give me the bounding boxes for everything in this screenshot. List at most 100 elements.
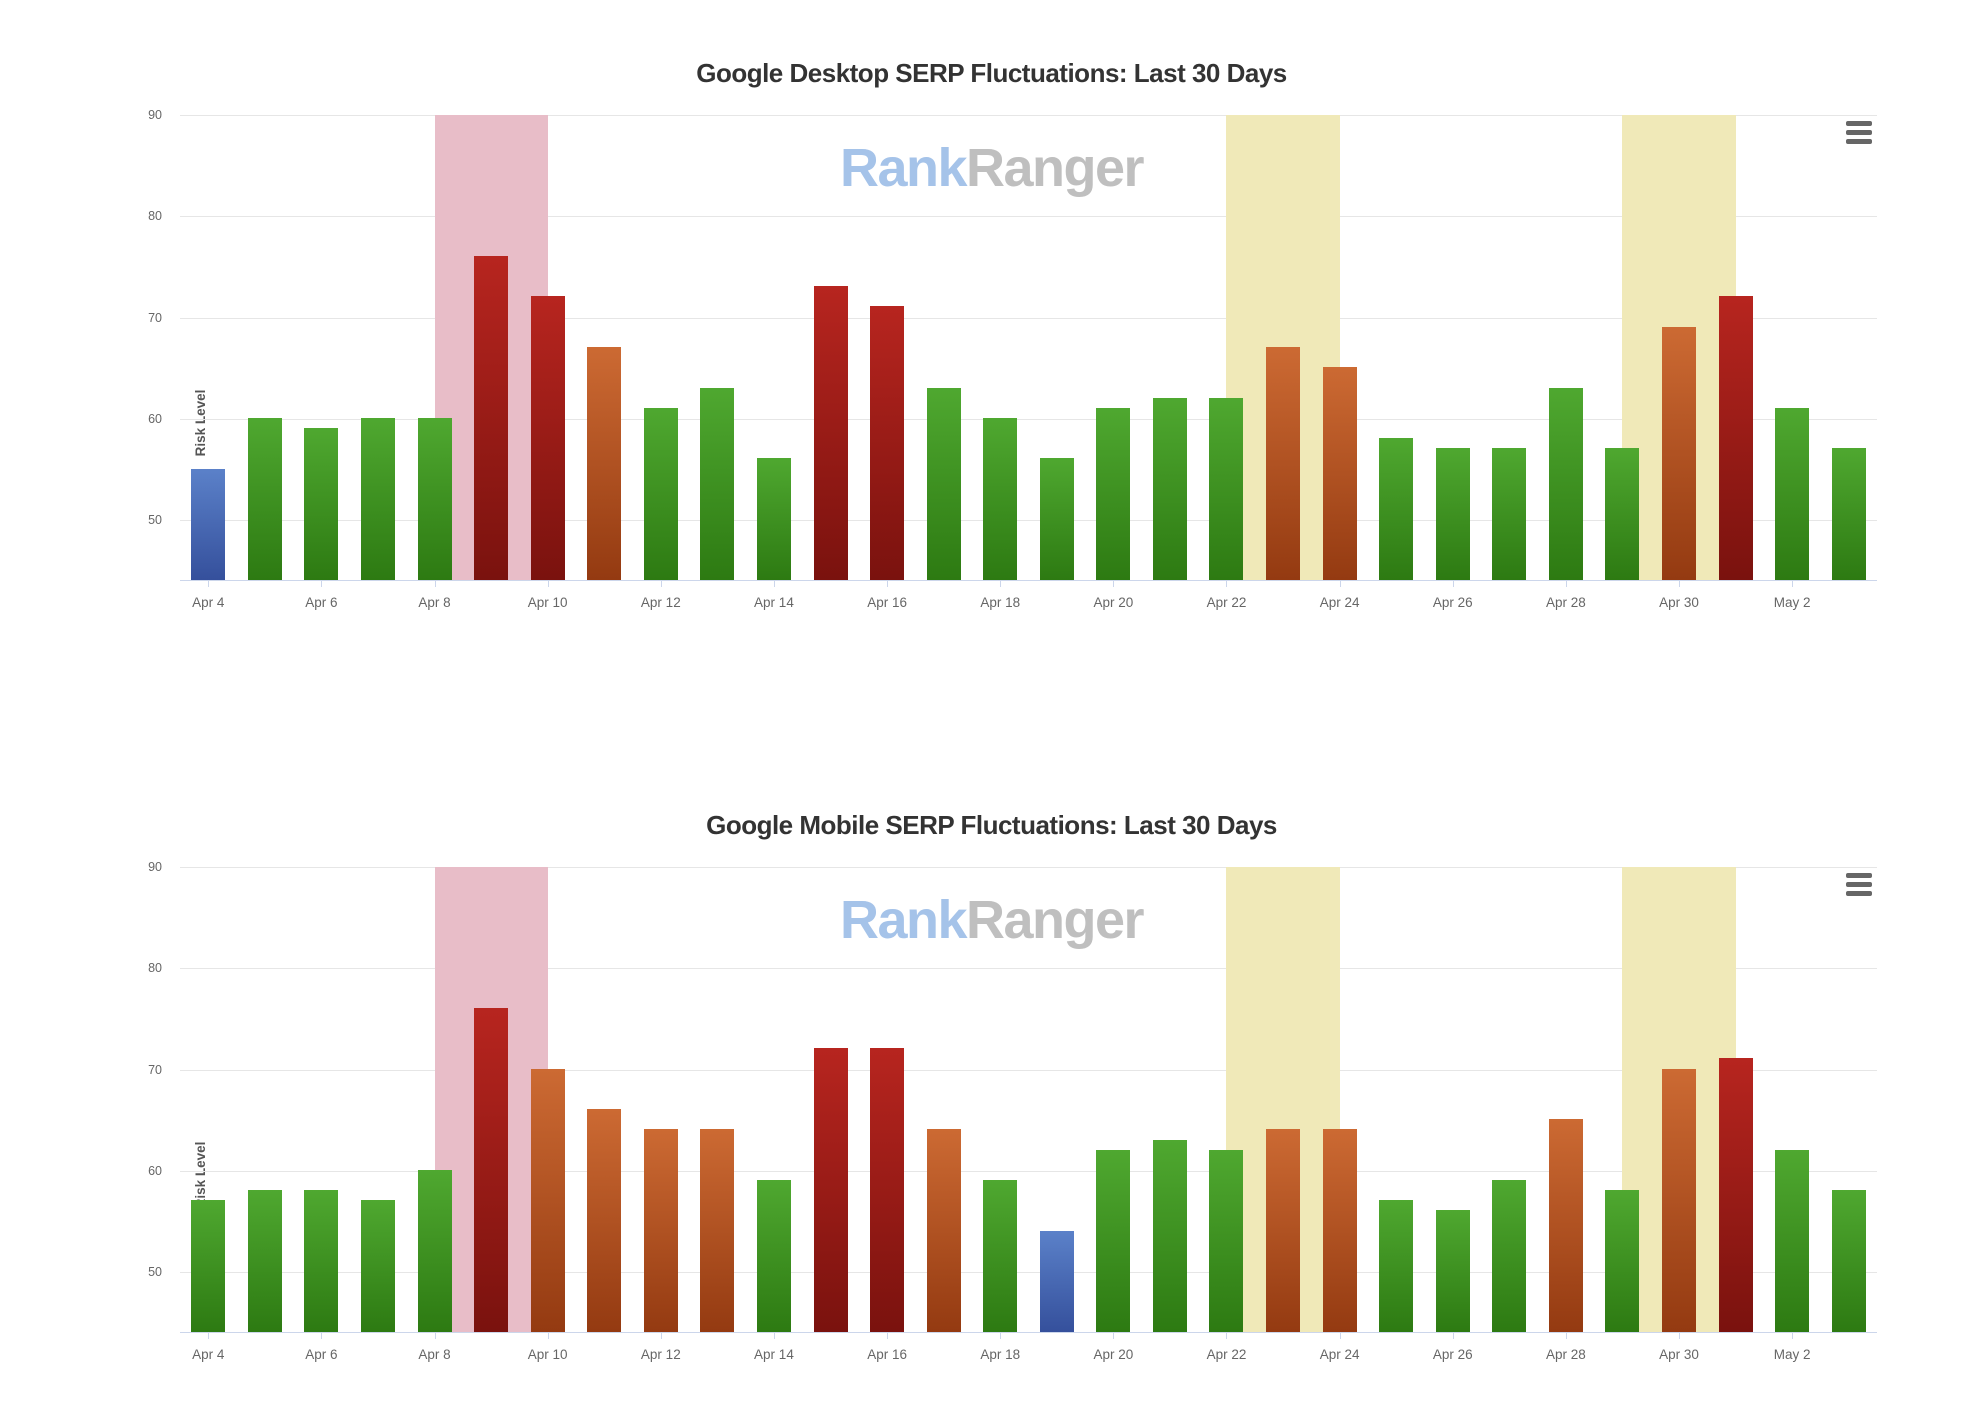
- x-axis-tick-label: Apr 26: [1432, 1347, 1473, 1362]
- x-axis-tick-label: Apr 12: [640, 1347, 681, 1362]
- risk-bar-apr-29[interactable]: [1605, 1190, 1640, 1332]
- risk-bar-may-3[interactable]: [1831, 1190, 1866, 1332]
- risk-bar-apr-5[interactable]: [247, 417, 282, 580]
- x-axis-tick: [1792, 1333, 1794, 1339]
- risk-bar-apr-27[interactable]: [1492, 1180, 1527, 1332]
- risk-bar-apr-13[interactable]: [700, 1129, 735, 1332]
- risk-bar-apr-4[interactable]: [191, 1200, 226, 1332]
- x-axis-tick-label: May 2: [1773, 1347, 1811, 1362]
- risk-bar-apr-18[interactable]: [983, 417, 1018, 580]
- risk-bar-apr-28[interactable]: [1548, 1119, 1583, 1332]
- risk-bar-apr-17[interactable]: [926, 387, 961, 580]
- risk-bar-may-3[interactable]: [1831, 448, 1866, 580]
- risk-bar-may-1[interactable]: [1718, 1058, 1753, 1332]
- x-axis-tick: [1000, 1333, 1002, 1339]
- risk-bar-apr-26[interactable]: [1435, 448, 1470, 580]
- risk-bar-apr-30[interactable]: [1662, 1068, 1697, 1332]
- risk-bar-apr-27[interactable]: [1492, 448, 1527, 580]
- risk-bar-apr-12[interactable]: [643, 407, 678, 580]
- x-axis-tick-label: Apr 18: [980, 595, 1021, 610]
- risk-bar-apr-15[interactable]: [813, 1048, 848, 1332]
- x-axis-tick-label: Apr 8: [418, 595, 451, 610]
- risk-bar-apr-18[interactable]: [983, 1180, 1018, 1332]
- risk-bar-apr-10[interactable]: [530, 296, 565, 580]
- risk-bar-apr-15[interactable]: [813, 286, 848, 580]
- x-axis-tick-label: Apr 26: [1432, 595, 1473, 610]
- risk-bar-apr-11[interactable]: [587, 1109, 622, 1332]
- risk-bar-apr-25[interactable]: [1379, 1200, 1414, 1332]
- x-axis-tick: [547, 1333, 549, 1339]
- y-gridline: [180, 216, 1877, 218]
- risk-bar-apr-9[interactable]: [474, 255, 509, 580]
- risk-bar-apr-14[interactable]: [756, 458, 791, 580]
- x-axis-tick: [660, 581, 662, 587]
- x-axis-tick-label: Apr 20: [1093, 595, 1134, 610]
- risk-bar-apr-21[interactable]: [1152, 1139, 1187, 1332]
- y-gridline: [180, 968, 1877, 970]
- risk-bar-apr-8[interactable]: [417, 1169, 452, 1332]
- y-gridline: [180, 1272, 1877, 1274]
- y-axis-tick-label: 80: [148, 961, 162, 976]
- risk-bar-apr-24[interactable]: [1322, 1129, 1357, 1332]
- y-axis-tick-label: 70: [148, 1062, 162, 1077]
- risk-bar-apr-10[interactable]: [530, 1068, 565, 1332]
- risk-bar-apr-23[interactable]: [1266, 1129, 1301, 1332]
- risk-bar-apr-24[interactable]: [1322, 367, 1357, 580]
- risk-bar-apr-28[interactable]: [1548, 387, 1583, 580]
- risk-bar-apr-25[interactable]: [1379, 438, 1414, 580]
- risk-bar-apr-9[interactable]: [474, 1007, 509, 1332]
- y-axis-tick-label: 50: [148, 513, 162, 528]
- risk-bar-apr-29[interactable]: [1605, 448, 1640, 580]
- risk-bar-may-2[interactable]: [1775, 407, 1810, 580]
- x-axis-tick: [1226, 581, 1228, 587]
- risk-bar-apr-23[interactable]: [1266, 347, 1301, 580]
- risk-bar-apr-22[interactable]: [1209, 1149, 1244, 1332]
- export-menu-button[interactable]: [1844, 120, 1875, 145]
- risk-bar-apr-20[interactable]: [1096, 1149, 1131, 1332]
- risk-bar-apr-19[interactable]: [1039, 1230, 1074, 1332]
- x-axis-tick-label: May 2: [1773, 595, 1811, 610]
- risk-bar-apr-8[interactable]: [417, 417, 452, 580]
- risk-bar-apr-26[interactable]: [1435, 1210, 1470, 1332]
- risk-bar-apr-30[interactable]: [1662, 326, 1697, 580]
- risk-bar-apr-21[interactable]: [1152, 397, 1187, 580]
- x-axis-tick-label: Apr 12: [640, 595, 681, 610]
- desktop-serp-chart: Google Desktop SERP Fluctuations: Last 3…: [0, 40, 1983, 670]
- x-axis-tick-label: Apr 10: [527, 595, 568, 610]
- risk-bar-apr-22[interactable]: [1209, 397, 1244, 580]
- risk-bar-apr-17[interactable]: [926, 1129, 961, 1332]
- y-axis-tick-label: 50: [148, 1265, 162, 1280]
- chart-title: Google Mobile SERP Fluctuations: Last 30…: [706, 810, 1277, 840]
- risk-bar-apr-5[interactable]: [247, 1190, 282, 1332]
- risk-bar-apr-6[interactable]: [304, 428, 339, 580]
- x-axis-tick-label: Apr 16: [867, 595, 907, 610]
- risk-bar-apr-20[interactable]: [1096, 407, 1131, 580]
- x-axis-tick-label: Apr 28: [1545, 1347, 1586, 1362]
- risk-bar-apr-6[interactable]: [304, 1190, 339, 1332]
- risk-bar-apr-7[interactable]: [360, 417, 395, 580]
- hamburger-menu-icon: [1846, 882, 1872, 887]
- risk-bar-apr-13[interactable]: [700, 387, 735, 580]
- y-axis-tick-label: 80: [148, 209, 162, 224]
- x-axis-tick: [660, 1333, 662, 1339]
- risk-bar-apr-7[interactable]: [360, 1200, 395, 1332]
- plot-area: Risk Level 90 80 70 60 50 Apr 4 Apr 6 Apr 8 Apr …: [148, 109, 1877, 610]
- x-axis-tick: [1565, 581, 1567, 587]
- y-gridline: [180, 418, 1877, 420]
- risk-bar-apr-4[interactable]: [191, 468, 226, 580]
- x-axis-tick-label: Apr 10: [527, 1347, 568, 1362]
- risk-bar-apr-11[interactable]: [587, 347, 622, 580]
- y-gridline: [180, 115, 1877, 116]
- risk-bar-apr-14[interactable]: [756, 1180, 791, 1332]
- export-menu-button[interactable]: [1844, 872, 1875, 897]
- x-axis-tick-label: Apr 22: [1206, 595, 1247, 610]
- risk-bar-may-2[interactable]: [1775, 1149, 1810, 1332]
- x-axis-tick-label: Apr 14: [754, 595, 794, 610]
- risk-bar-apr-16[interactable]: [870, 306, 905, 580]
- risk-bar-may-1[interactable]: [1718, 296, 1753, 580]
- risk-bar-apr-16[interactable]: [870, 1048, 905, 1332]
- risk-bar-apr-12[interactable]: [643, 1129, 678, 1332]
- x-axis-tick: [434, 1333, 436, 1339]
- y-gridline: [180, 867, 1877, 868]
- risk-bar-apr-19[interactable]: [1039, 458, 1074, 580]
